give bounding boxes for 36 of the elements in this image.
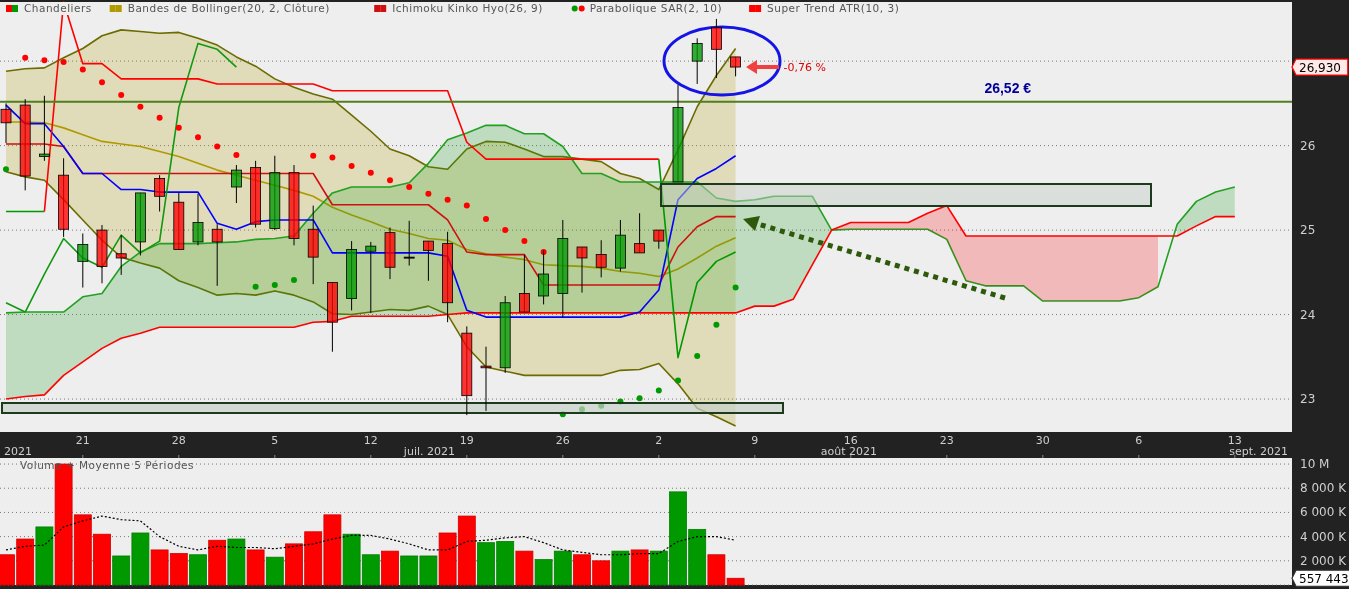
x-tick-label: 21 [75, 434, 90, 447]
y-tick-label: 23 [1300, 392, 1316, 407]
legend-label: Parabolique SAR(2, 10) [589, 2, 723, 14]
text: 26,930 [1299, 60, 1341, 75]
y-tick-label: 2 000 K [1300, 553, 1348, 568]
x-tick-label: 19 [459, 434, 474, 447]
x-tick-label: 2 [655, 434, 663, 447]
x-tick-label: 5 [271, 434, 279, 447]
ref-line-label: 26,52 € [984, 79, 1032, 96]
text: sept. 2021 [1229, 445, 1288, 458]
x-tick-label: 16 [843, 434, 858, 447]
text: juil. 2021 [402, 445, 455, 458]
y-tick-label: 10 M [1300, 457, 1330, 472]
x-tick-label: 9 [751, 434, 759, 447]
annotation: -0,76 % [783, 61, 827, 75]
legend-label: Super Trend ATR(10, 3) [767, 2, 900, 14]
y-tick-label: 8 000 K [1300, 481, 1348, 496]
y-tick-label: 24 [1300, 307, 1316, 322]
y-tick-label: 6 000 K [1300, 505, 1348, 520]
x-tick-label: 13 [1227, 434, 1242, 447]
y-tick-label: 26 [1300, 138, 1316, 153]
chart-title: Volume + Moyenne 5 Périodes [20, 459, 194, 471]
y-tick-label: 25 [1300, 223, 1316, 238]
text: 557 443 [1299, 571, 1349, 586]
legend-label: Ichimoku Kinko Hyo(26, 9) [392, 2, 543, 14]
x-tick-label: 23 [939, 434, 954, 447]
x-tick-label: 12 [363, 434, 378, 447]
y-tick-label: 4 000 K [1300, 529, 1348, 544]
x-tick-label: 6 [1135, 434, 1143, 447]
legend-label: Chandeliers [24, 2, 92, 14]
legend-label: Bandes de Bollinger(20, 2, Clôture) [127, 2, 330, 14]
x-tick-label: 30 [1035, 434, 1050, 447]
x-tick-label: 26 [555, 434, 570, 447]
text: 2021 [4, 445, 32, 458]
x-tick-label: 28 [171, 434, 186, 447]
text: août 2021 [820, 445, 877, 458]
